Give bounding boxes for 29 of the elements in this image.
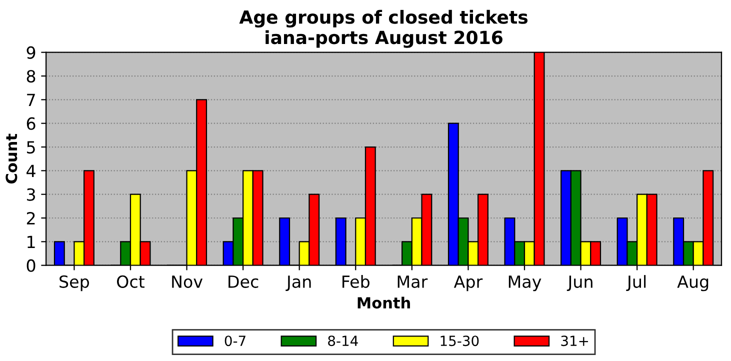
x-tick-label: Sep — [60, 275, 89, 292]
x-axis-title: Month — [358, 296, 410, 309]
y-tick-label: 3 — [26, 188, 35, 201]
x-tick-label: Dec — [228, 276, 258, 288]
x-tick-label: Nov — [172, 276, 203, 288]
legend-label: 0-7 — [224, 336, 246, 346]
x-tick-label: May — [508, 276, 542, 292]
y-axis-title: Count — [6, 134, 18, 184]
y-tick-label: 1 — [28, 236, 35, 248]
x-tick-label: Feb — [342, 275, 370, 288]
x-tick-label: Aug — [677, 276, 708, 292]
y-tick-label: 6 — [26, 117, 36, 130]
legend-label: 31+ — [561, 336, 588, 346]
x-tick-label: Jun — [566, 276, 592, 292]
x-tick-label: Jan — [286, 276, 311, 292]
y-tick-label: 8 — [26, 70, 36, 83]
y-tick-label: 9 — [26, 46, 36, 59]
legend-label: 15-30 — [440, 336, 479, 346]
legend-label: 8-14 — [328, 336, 358, 346]
chart-title: Age groups of closed tickets iana-ports August 2016 — [239, 10, 528, 48]
x-tick-label: Mar — [398, 276, 428, 288]
y-tick-label: 7 — [27, 94, 35, 106]
y-tick-label: 4 — [26, 164, 36, 178]
y-tick-label: 0 — [26, 259, 36, 272]
x-tick-label: Jul — [626, 275, 646, 292]
x-tick-label: Oct — [117, 275, 144, 288]
y-tick-label: 2 — [26, 212, 35, 224]
x-tick-label: Apr — [454, 276, 483, 292]
y-tick-label: 5 — [27, 141, 35, 154]
